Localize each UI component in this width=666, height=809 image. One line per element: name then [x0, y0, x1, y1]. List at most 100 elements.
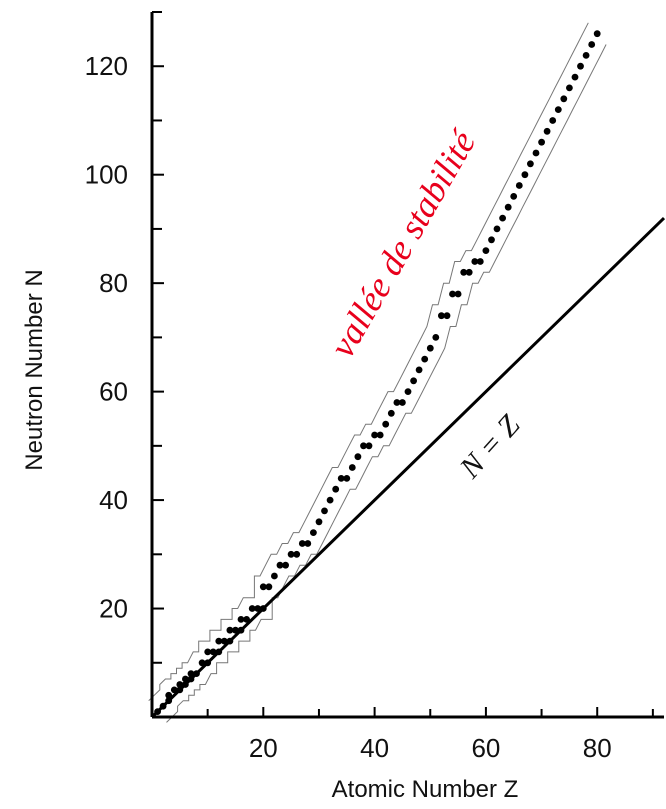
data-point — [187, 675, 195, 683]
y-tick-label: 60 — [99, 377, 128, 407]
data-point — [543, 127, 551, 135]
data-point — [360, 442, 367, 450]
data-point — [432, 334, 440, 341]
y-tick-label: 120 — [85, 51, 128, 81]
data-point — [265, 583, 273, 591]
data-point — [393, 399, 401, 406]
data-point — [454, 290, 462, 298]
data-point — [404, 388, 412, 395]
stability-band-upper-edge — [148, 22, 589, 702]
data-point — [521, 171, 529, 179]
data-point — [287, 550, 295, 558]
data-point — [371, 431, 378, 439]
data-point — [254, 605, 262, 612]
x-tick-label: 60 — [471, 733, 500, 763]
data-point — [204, 659, 212, 667]
data-point — [243, 616, 251, 623]
data-point — [271, 572, 278, 580]
data-point — [293, 550, 301, 558]
x-axis-label: Atomic Number Z — [332, 776, 519, 803]
data-point — [560, 95, 568, 103]
data-point — [554, 106, 562, 113]
data-point — [348, 464, 356, 471]
data-point — [449, 290, 456, 298]
data-point — [326, 496, 334, 504]
data-point — [410, 377, 417, 385]
data-point — [259, 583, 267, 591]
chart-axes — [150, 12, 664, 719]
data-point — [415, 366, 423, 374]
data-point — [343, 475, 351, 482]
data-point — [298, 540, 306, 547]
data-point — [165, 697, 173, 705]
chart-marks — [148, 22, 666, 723]
data-point — [182, 675, 189, 683]
data-point — [438, 312, 445, 320]
data-point — [593, 30, 601, 38]
data-point — [315, 518, 323, 526]
data-point — [538, 138, 545, 146]
data-point — [176, 681, 184, 688]
data-point — [443, 312, 451, 320]
data-point — [577, 62, 584, 70]
data-point — [332, 485, 340, 493]
stability-band-lower-edge — [166, 44, 607, 723]
y-tick-label: 100 — [85, 160, 128, 190]
data-point — [193, 670, 200, 677]
data-point — [387, 409, 395, 417]
y-tick-label: 20 — [99, 594, 128, 624]
data-point — [588, 41, 596, 48]
data-point — [482, 247, 490, 255]
data-point — [471, 258, 479, 265]
data-point — [571, 73, 579, 81]
y-axis-label: Neutron Number N — [21, 269, 48, 470]
data-point — [499, 214, 506, 222]
data-point — [226, 626, 234, 634]
chart-labels: Atomic Number Z Neutron Number N vallée … — [21, 122, 526, 803]
data-point — [176, 686, 184, 694]
data-point — [259, 605, 267, 612]
y-tick-label: 80 — [99, 268, 128, 298]
data-point — [226, 637, 234, 645]
annotation-n-equals-z: N = Z — [453, 409, 527, 486]
reference-line-n-equals-z — [150, 217, 666, 719]
data-point — [232, 626, 239, 634]
data-point — [421, 355, 429, 363]
data-point — [237, 616, 245, 623]
data-point — [215, 637, 223, 645]
data-point — [198, 659, 206, 667]
data-point — [248, 605, 256, 612]
data-point — [527, 160, 534, 168]
data-point — [215, 648, 223, 656]
data-point — [376, 431, 384, 439]
data-point — [382, 420, 390, 428]
data-point — [204, 648, 212, 656]
data-point — [493, 225, 501, 233]
x-tick-label: 80 — [583, 733, 612, 763]
data-point — [476, 258, 484, 265]
data-point — [165, 691, 173, 699]
data-point — [310, 529, 317, 536]
data-point — [460, 268, 468, 276]
data-point — [504, 203, 512, 211]
data-point — [582, 52, 590, 59]
data-point — [510, 193, 518, 200]
data-point — [237, 626, 245, 634]
data-point — [170, 686, 178, 694]
data-point — [515, 182, 523, 189]
data-point — [354, 453, 362, 461]
data-point — [182, 681, 189, 688]
annotation-vallee-de-stabilite: vallée de stabilité — [322, 122, 485, 364]
data-point — [566, 84, 573, 92]
data-point — [365, 442, 373, 450]
data-point — [282, 561, 289, 569]
data-point — [399, 399, 406, 406]
data-point — [220, 637, 228, 645]
data-point — [337, 475, 345, 482]
data-point — [426, 344, 434, 352]
data-point — [276, 561, 284, 569]
x-tick-label: 40 — [360, 733, 389, 763]
data-point — [154, 708, 162, 715]
data-point — [304, 540, 312, 547]
